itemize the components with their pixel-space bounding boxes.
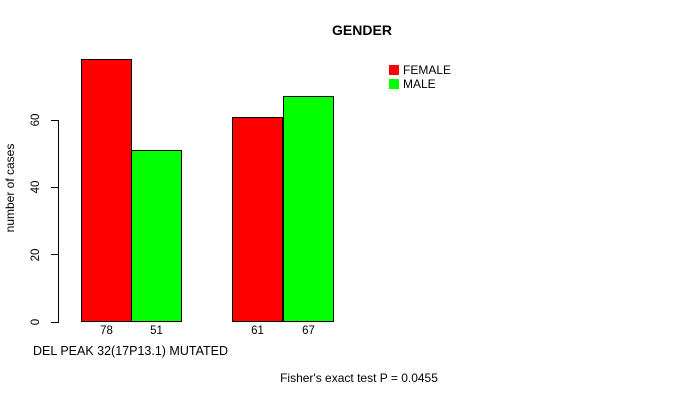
y-tick-label: 60 (30, 113, 42, 127)
bar-value-label: 61 (251, 325, 264, 337)
legend-item-female: FEMALE (389, 64, 451, 76)
bar-male-2 (283, 96, 334, 322)
x-axis-label: DEL PEAK 32(17P13.1) MUTATED (33, 344, 228, 358)
y-tick (51, 186, 59, 188)
bar-value-label: 67 (302, 325, 315, 337)
bar-value-label: 78 (100, 325, 113, 337)
y-tick (51, 119, 59, 121)
bar-female-2 (232, 117, 283, 322)
y-tick-label: 40 (30, 180, 42, 194)
y-axis-line (58, 120, 59, 322)
bar-value-label: 51 (150, 325, 163, 337)
annotation-fisher-test: Fisher's exact test P = 0.0455 (280, 371, 438, 385)
legend-item-male: MALE (389, 78, 451, 90)
bar-male-1 (131, 150, 182, 322)
legend-label: FEMALE (403, 63, 452, 77)
legend: FEMALE MALE (389, 64, 451, 90)
y-axis-label: number of cases (3, 143, 17, 233)
y-tick-label: 20 (30, 248, 42, 262)
legend-label: MALE (403, 77, 436, 91)
y-tick (51, 321, 59, 323)
chart-title: GENDER (332, 22, 392, 38)
bar-female-1 (81, 59, 132, 322)
legend-swatch-female (389, 65, 399, 75)
legend-swatch-male (389, 79, 399, 89)
y-tick (51, 254, 59, 256)
y-tick-label: 0 (30, 318, 42, 326)
